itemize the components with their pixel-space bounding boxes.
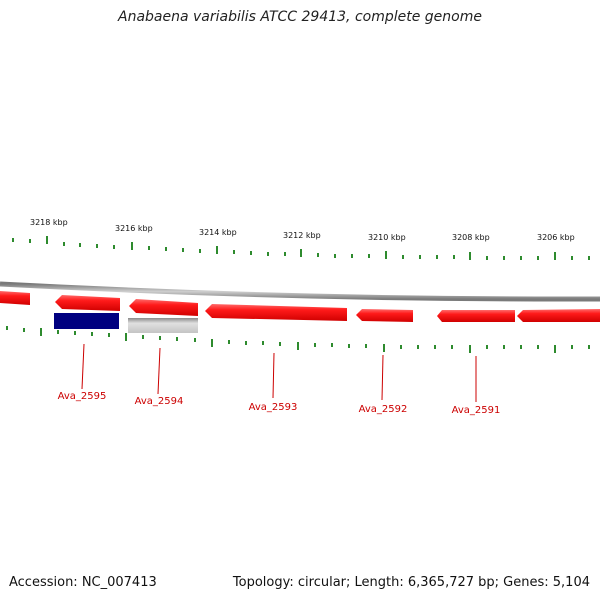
gene-arrow[interactable] [437,310,515,322]
gene-arrow[interactable] [205,304,347,321]
gene-arrow[interactable] [55,295,120,311]
gene-arrow[interactable] [129,299,198,316]
cds-feature-gray[interactable] [128,318,198,333]
cds-feature-blue[interactable] [54,313,119,329]
gene-label-ava-2592[interactable]: Ava_2592 [359,404,408,415]
scale-label: 3206 kbp [537,233,575,242]
gene-arrow[interactable] [517,309,600,322]
gene-label-ava-2595[interactable]: Ava_2595 [58,391,107,402]
gene-label-ava-2594[interactable]: Ava_2594 [135,396,184,407]
gene-label-ava-2591[interactable]: Ava_2591 [452,405,501,416]
upper-scale-ticks [12,236,590,260]
scale-label: 3210 kbp [368,233,406,242]
gene-arrow[interactable] [356,309,413,322]
scale-label: 3212 kbp [283,231,321,240]
scale-label: 3216 kbp [115,224,153,233]
accession-text: Accession: NC_007413 [9,575,157,590]
gene-label-leaders [81,343,477,402]
genome-backbone [0,281,600,302]
gene-arrows [0,291,600,322]
lower-scale-ticks [6,326,590,353]
gene-label-ava-2593[interactable]: Ava_2593 [249,402,298,413]
gene-labels: Ava_2595 Ava_2594 Ava_2593 Ava_2592 Ava_… [58,391,501,416]
scale-label: 3214 kbp [199,228,237,237]
gene-arrow[interactable] [0,291,30,305]
scale-label: 3208 kbp [452,233,490,242]
scale-labels: 3218 kbp 3216 kbp 3214 kbp 3212 kbp 3210… [30,218,575,242]
scale-label: 3218 kbp [30,218,68,227]
map-title: Anabaena variabilis ATCC 29413, complete… [118,9,482,25]
topology-text: Topology: circular; Length: 6,365,727 bp… [232,575,590,590]
